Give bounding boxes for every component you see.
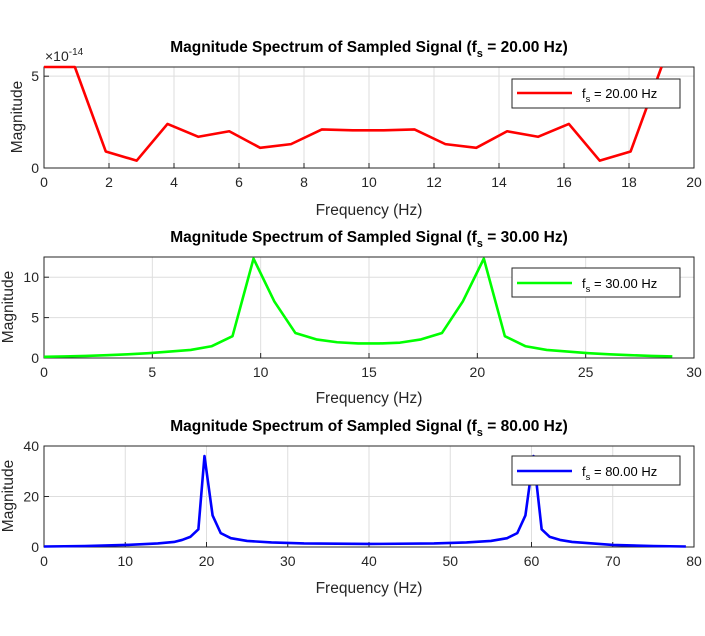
x-tick-label: 60 <box>524 553 540 569</box>
x-tick-label: 14 <box>491 174 507 190</box>
x-tick-label: 15 <box>361 364 377 380</box>
subplot-1-x-axis-label: Frequency (Hz) <box>316 202 423 219</box>
x-tick-label: 50 <box>442 553 458 569</box>
subplot-2-x-ticks: 0 5 10 15 20 25 30 <box>40 353 702 380</box>
x-tick-label: 80 <box>686 553 702 569</box>
subplot-1-series-line <box>44 65 663 162</box>
x-tick-label: 6 <box>235 174 243 190</box>
x-tick-label: 12 <box>426 174 442 190</box>
y-tick-label: 10 <box>23 269 39 285</box>
subplot-1-legend-label: fs = 20.00 Hz <box>582 86 657 105</box>
subplot-1-y-ticks: 05 <box>31 68 49 176</box>
subplot-2-legend: fs = 30.00 Hz <box>511 267 681 298</box>
x-tick-label: 20 <box>686 174 702 190</box>
subplot-3-title: Magnitude Spectrum of Sampled Signal (fs… <box>170 418 568 439</box>
x-tick-label: 5 <box>148 364 156 380</box>
x-tick-label: 10 <box>361 174 377 190</box>
y-tick-label: 40 <box>23 438 39 454</box>
subplot-3-x-ticks: 0 10 20 30 40 50 60 70 80 <box>40 542 702 569</box>
subplot-2-title: Magnitude Spectrum of Sampled Signal (fs… <box>170 229 568 250</box>
subplot-1: Magnitude Spectrum of Sampled Signal (fs… <box>9 39 702 219</box>
x-tick-label: 8 <box>300 174 308 190</box>
subplot-2-y-axis-label: Magnitude <box>0 271 17 343</box>
subplot-1-legend: fs = 20.00 Hz <box>511 78 681 109</box>
subplot-3-y-ticks: 0 20 40 <box>23 438 49 555</box>
subplot-1-y-exponent: ×10-14 <box>45 47 84 64</box>
subplot-1-x-ticks: 0 2 4 6 8 10 12 14 16 18 20 <box>40 163 702 190</box>
x-tick-label: 40 <box>361 553 377 569</box>
x-tick-label: 18 <box>621 174 637 190</box>
y-tick-label: 0 <box>31 350 39 366</box>
x-tick-label: 25 <box>578 364 594 380</box>
x-tick-label: 70 <box>605 553 621 569</box>
subplot-2-legend-label: fs = 30.00 Hz <box>582 276 657 295</box>
x-tick-label: 30 <box>280 553 296 569</box>
x-tick-label: 4 <box>170 174 178 190</box>
subplot-3-y-axis-label: Magnitude <box>0 460 17 532</box>
subplot-2: Magnitude Spectrum of Sampled Signal (fs… <box>0 229 702 407</box>
y-tick-label: 5 <box>31 68 39 84</box>
subplot-3-legend-label: fs = 80.00 Hz <box>582 464 657 483</box>
subplot-2-y-ticks: 0 5 10 <box>23 269 49 366</box>
x-tick-label: 0 <box>40 553 48 569</box>
x-tick-label: 10 <box>253 364 269 380</box>
subplot-3-series-line <box>43 454 686 548</box>
y-tick-label: 0 <box>31 160 39 176</box>
y-tick-label: 20 <box>23 489 39 505</box>
subplot-2-x-axis-label: Frequency (Hz) <box>316 390 423 407</box>
subplot-1-title: Magnitude Spectrum of Sampled Signal (fs… <box>170 39 568 60</box>
x-tick-label: 20 <box>470 364 486 380</box>
x-tick-label: 10 <box>117 553 133 569</box>
subplot-3: Magnitude Spectrum of Sampled Signal (fs… <box>0 418 702 597</box>
x-tick-label: 2 <box>105 174 113 190</box>
x-tick-label: 0 <box>40 174 48 190</box>
subplot-3-x-axis-label: Frequency (Hz) <box>316 580 423 597</box>
subplot-1-y-axis-label: Magnitude <box>9 81 26 153</box>
subplot-3-legend: fs = 80.00 Hz <box>511 455 681 486</box>
x-tick-label: 20 <box>199 553 215 569</box>
x-tick-label: 30 <box>686 364 702 380</box>
y-tick-label: 5 <box>31 310 39 326</box>
y-tick-label: 0 <box>31 539 39 555</box>
subplot-2-series-line <box>43 257 673 359</box>
x-tick-label: 16 <box>556 174 572 190</box>
x-tick-label: 0 <box>40 364 48 380</box>
